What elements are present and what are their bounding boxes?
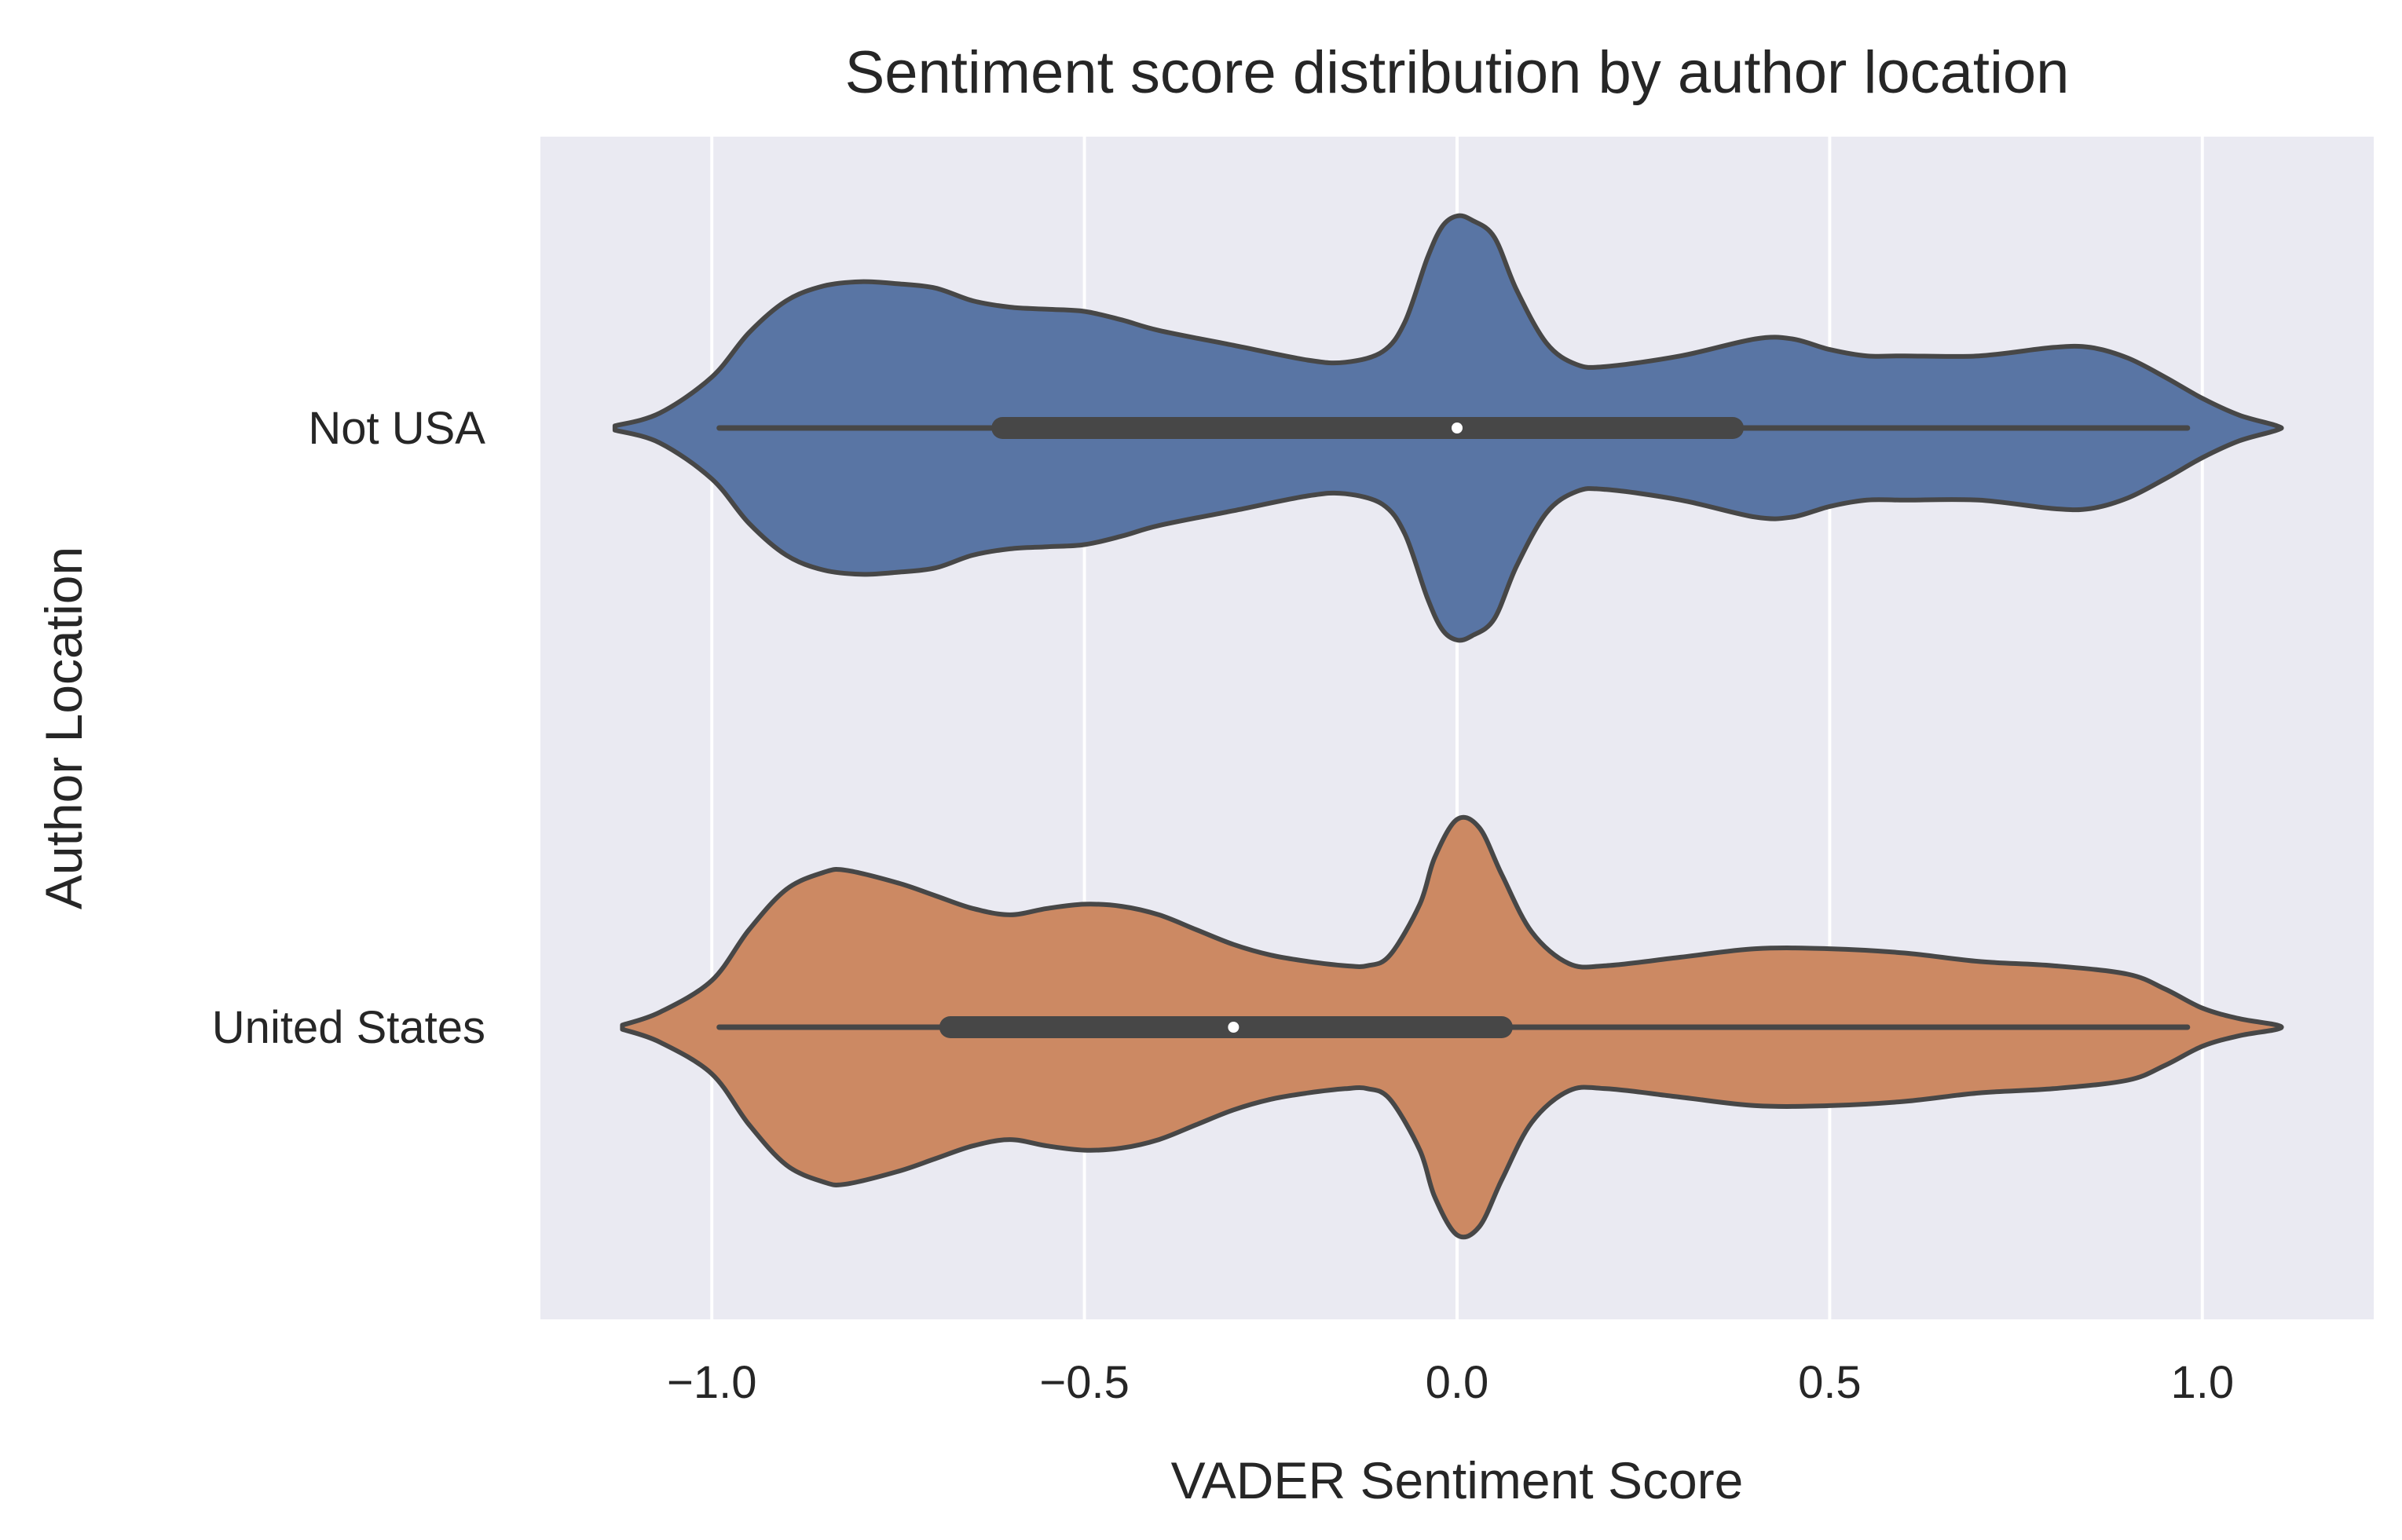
x-tick-label: 1.0 (2170, 1357, 2234, 1408)
violins (612, 213, 2284, 1240)
y-axis-label: Author Location (35, 547, 93, 909)
category-label: Not USA (308, 403, 485, 454)
x-axis-label: VADER Sentiment Score (1171, 1451, 1744, 1509)
chart-title: Sentiment score distribution by author l… (845, 39, 2070, 106)
x-tick-label: 0.0 (1426, 1357, 1489, 1408)
x-tick-label: −0.5 (1039, 1357, 1130, 1408)
x-tick-label: −1.0 (667, 1357, 757, 1408)
median-point (1228, 1022, 1239, 1033)
x-tick-label: 0.5 (1798, 1357, 1862, 1408)
median-point (1452, 422, 1463, 433)
category-label: United States (212, 1002, 485, 1053)
x-tick-labels: −1.0 −0.5 0.0 0.5 1.0 (667, 1357, 2234, 1408)
category-labels: Not USA United States (212, 403, 486, 1053)
